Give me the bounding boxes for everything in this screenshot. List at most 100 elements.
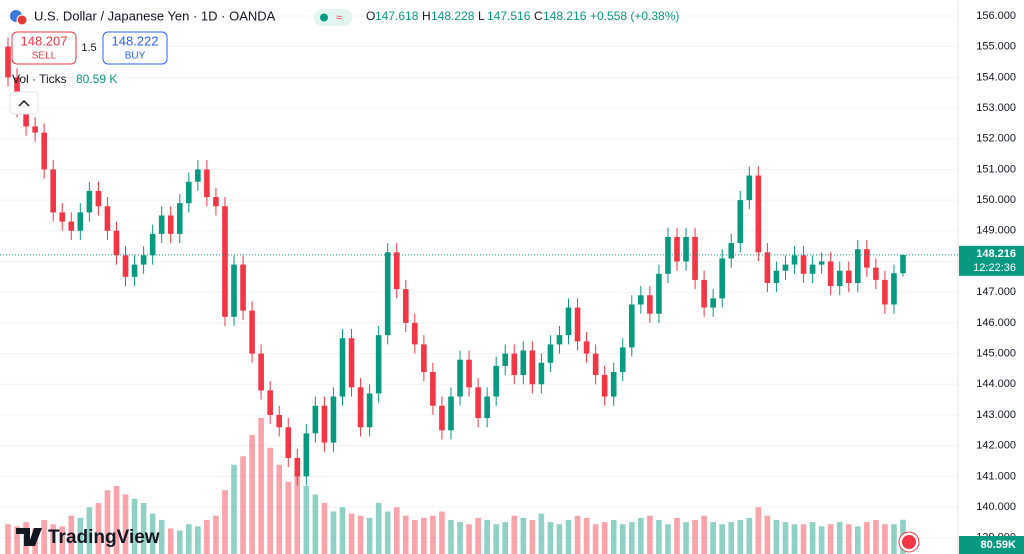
volume-bar (529, 520, 536, 554)
volume-bar (158, 520, 165, 554)
y-tick-label: 153.000 (976, 102, 1016, 114)
volume-bar (140, 503, 147, 554)
buy-label[interactable]: BUY (125, 51, 146, 62)
ohlc-value: 147.516 (487, 9, 531, 23)
candle-body (773, 270, 780, 283)
last-price: 148.216 (976, 248, 1016, 260)
volume-bar (402, 515, 409, 554)
volume-bar (195, 526, 201, 554)
y-tick-label: 151.000 (976, 163, 1016, 175)
ohlc-value: 147.618 (375, 9, 419, 23)
candle-body (493, 365, 499, 397)
last-volume: 80.59K (981, 539, 1017, 551)
volume-bar (113, 486, 120, 554)
candle-body (701, 279, 707, 308)
volume-bar (692, 520, 698, 554)
volume-bar (574, 515, 581, 554)
volume-bar (638, 517, 644, 554)
volume-bar (475, 517, 481, 554)
volume-bar (511, 515, 518, 554)
volume-bar (583, 517, 590, 554)
volume-bar (104, 490, 111, 554)
volume-bar (186, 524, 192, 554)
flag-icon (902, 535, 916, 549)
candle-body (131, 264, 138, 277)
candle-body (692, 236, 698, 280)
buy-price[interactable]: 148.222 (112, 33, 159, 48)
volume-bar (321, 503, 328, 554)
volume-bar (439, 511, 445, 554)
candle-body (891, 273, 897, 305)
volume-bar (231, 464, 237, 554)
candle-body (574, 307, 581, 342)
volume-bar (276, 464, 283, 554)
candle-body (864, 249, 870, 268)
volume-bar (520, 517, 527, 554)
candle-body (402, 289, 409, 323)
candle-body (755, 175, 762, 253)
volume-bar (466, 524, 472, 554)
volume-bar (737, 520, 744, 554)
brand: TradingView (48, 527, 160, 548)
candle-body (710, 298, 716, 308)
volume-bar (249, 435, 255, 554)
candle-body (439, 405, 445, 431)
volume-bar (357, 515, 364, 554)
volume-pane (5, 418, 906, 554)
volume-bar (728, 522, 735, 554)
candle-body (357, 387, 364, 428)
last-time: 12:22:36 (973, 262, 1016, 274)
y-tick-label: 150.000 (976, 194, 1016, 206)
candle-body (457, 359, 463, 397)
volume-bar (77, 517, 84, 554)
volume-bar (836, 522, 843, 554)
candle-body (764, 252, 771, 283)
volume-bar (303, 486, 310, 554)
candle-body (647, 295, 653, 314)
buy-button[interactable] (102, 31, 168, 65)
sell-price[interactable]: 148.207 (21, 33, 68, 48)
candle-body (665, 236, 671, 274)
candle-body (276, 414, 283, 428)
candle-body (32, 126, 38, 133)
candle-body (285, 427, 292, 458)
candle-body (41, 132, 47, 170)
candle-body (122, 255, 129, 277)
candle-body (502, 353, 509, 366)
candle-body (195, 169, 201, 182)
candle-body (882, 279, 888, 305)
sell-label[interactable]: SELL (32, 51, 57, 62)
volume-bar (348, 513, 355, 554)
status-icon: ≈ (336, 12, 342, 24)
candle-body (68, 221, 75, 231)
collapse-icon[interactable] (18, 99, 30, 107)
candle-body (791, 255, 798, 265)
collapse-button[interactable] (9, 91, 39, 115)
volume-bar (50, 524, 57, 554)
volume-bar (619, 524, 626, 554)
candle-body (412, 322, 418, 345)
volume-bar (674, 517, 680, 554)
candle-body (321, 405, 328, 443)
candle-body (176, 203, 183, 234)
grid (0, 15, 958, 539)
volume-bar (384, 511, 391, 554)
candle-body (430, 371, 436, 406)
volume-bar (710, 522, 716, 554)
volume-bar (131, 498, 138, 554)
volume-bar (285, 481, 292, 554)
candle-body (448, 396, 454, 431)
volume-bar (95, 503, 102, 554)
spread: 1.5 (81, 42, 96, 54)
volume-bar (149, 513, 156, 554)
volume-bar (746, 517, 753, 554)
candle-body (656, 273, 662, 314)
ohlc-key: O (366, 9, 375, 23)
candle-body (484, 396, 490, 419)
candle-body (186, 181, 192, 204)
sell-button[interactable] (11, 31, 77, 65)
y-tick-label: 141.000 (976, 470, 1016, 482)
ohlc-key: C (534, 9, 543, 23)
candle-body (95, 190, 102, 207)
candle-body (619, 347, 626, 372)
